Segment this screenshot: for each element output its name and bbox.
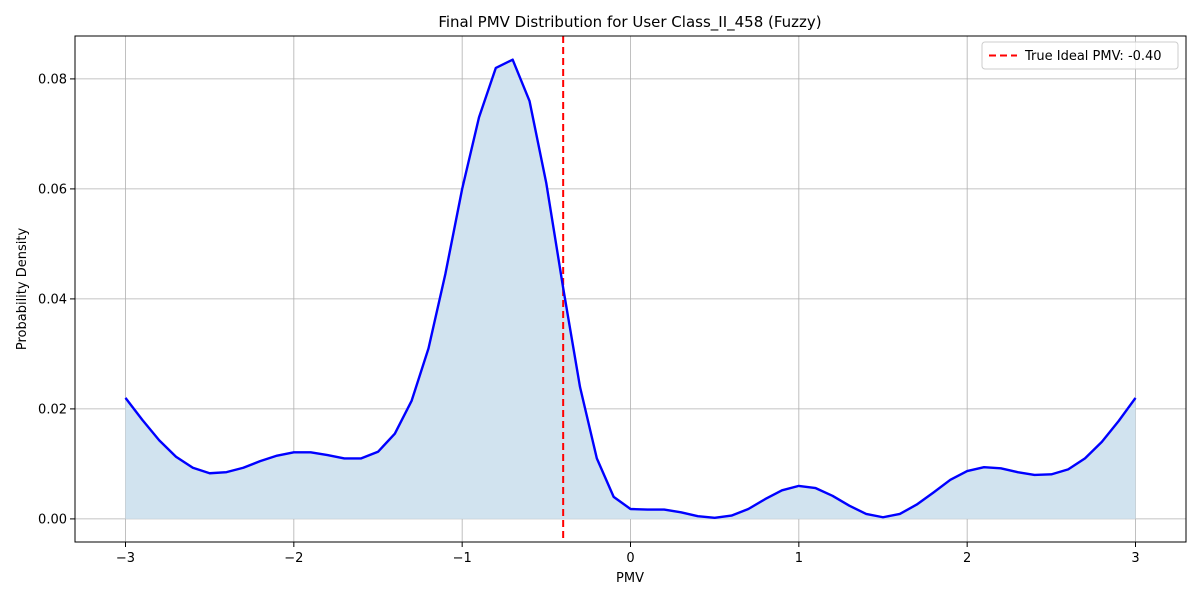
y-tick-label: 0.02 bbox=[38, 402, 67, 417]
legend: True Ideal PMV: -0.40 bbox=[981, 41, 1179, 70]
y-tick-label: 0.04 bbox=[38, 292, 67, 307]
y-axis-ticks: 0.00 0.02 0.04 0.06 0.08 bbox=[38, 72, 75, 527]
y-tick-label: 0.08 bbox=[38, 72, 67, 87]
y-axis-label: Probability Density bbox=[15, 228, 30, 351]
x-tick-label: 3 bbox=[1131, 551, 1139, 566]
x-tick-label: −2 bbox=[284, 551, 303, 566]
chart-title: Final PMV Distribution for User Class_II… bbox=[438, 13, 821, 32]
x-tick-label: 0 bbox=[626, 551, 634, 566]
legend-box bbox=[981, 41, 1179, 70]
grid-lines bbox=[75, 36, 1186, 542]
x-tick-label: −3 bbox=[116, 551, 135, 566]
legend-label: True Ideal PMV: -0.40 bbox=[1024, 49, 1162, 64]
density-line-layer bbox=[124, 58, 1137, 519]
x-axis-label: PMV bbox=[616, 571, 644, 586]
y-tick-label: 0.06 bbox=[38, 182, 67, 197]
x-tick-label: −1 bbox=[453, 551, 472, 566]
x-axis-ticks: −3 −2 −1 0 1 2 3 bbox=[116, 542, 1140, 566]
x-tick-label: 1 bbox=[795, 551, 803, 566]
y-tick-label: 0.00 bbox=[38, 512, 67, 527]
x-tick-label: 2 bbox=[963, 551, 971, 566]
